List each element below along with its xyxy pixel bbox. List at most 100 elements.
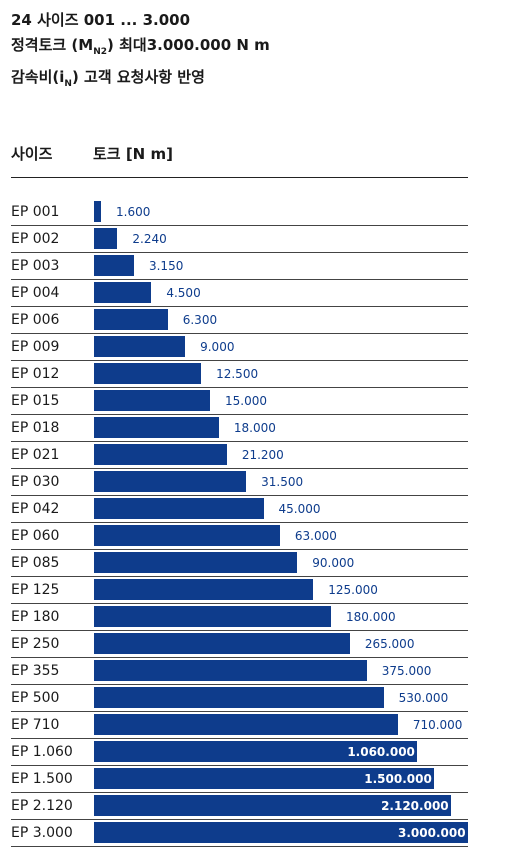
torque-bar xyxy=(94,795,452,816)
chart-header: 24 사이즈 001 ... 3.000 정격토크 (MN2) 최대3.000.… xyxy=(11,8,270,97)
bar-row: EP 003 3.150 xyxy=(11,253,468,280)
torque-value-label: 45.000 xyxy=(278,502,321,516)
bar-row: EP 180 180.000 xyxy=(11,604,468,631)
torque-bar xyxy=(94,660,367,681)
size-label: EP 015 xyxy=(11,393,60,409)
torque-bar xyxy=(94,201,101,222)
torque-bar xyxy=(94,309,168,330)
size-label: EP 250 xyxy=(11,636,60,652)
bar-row: EP 042 45.000 xyxy=(11,496,468,523)
size-label: EP 030 xyxy=(11,474,60,490)
size-label: EP 180 xyxy=(11,609,60,625)
size-label: EP 085 xyxy=(11,555,60,571)
size-label: EP 2.120 xyxy=(11,798,73,814)
torque-value-label: 2.240 xyxy=(132,232,167,246)
size-label: EP 1.500 xyxy=(11,771,73,787)
bar-row: EP 012 12.500 xyxy=(11,361,468,388)
torque-value-label: 90.000 xyxy=(312,556,355,570)
bar-row: EP 1.500 1.500.000 xyxy=(11,766,468,793)
size-label: EP 012 xyxy=(11,366,60,382)
bar-row: EP 250 265.000 xyxy=(11,631,468,658)
torque-value-label: 180.000 xyxy=(345,610,396,624)
bar-row: EP 015 15.000 xyxy=(11,388,468,415)
torque-bar xyxy=(94,633,350,654)
bar-row: EP 004 4.500 xyxy=(11,280,468,307)
torque-bar xyxy=(94,768,435,789)
torque-bar xyxy=(94,714,398,735)
torque-bar xyxy=(94,363,202,384)
torque-value-label: 375.000 xyxy=(381,664,432,678)
torque-bar xyxy=(94,417,219,438)
torque-bar xyxy=(94,552,298,573)
size-label: EP 3.000 xyxy=(11,825,73,841)
header-line-3: 감속비(iN) 고객 요청사항 반영 xyxy=(11,65,270,97)
size-label: EP 001 xyxy=(11,204,60,220)
torque-bar xyxy=(94,255,134,276)
bar-row: EP 060 63.000 xyxy=(11,523,468,550)
bar-row: EP 009 9.000 xyxy=(11,334,468,361)
bar-row: EP 1.060 1.060.000 xyxy=(11,739,468,766)
torque-value-label: 125.000 xyxy=(328,583,378,597)
torque-value-label: 4.500 xyxy=(166,286,201,300)
size-label: EP 710 xyxy=(11,717,60,733)
torque-bar xyxy=(94,336,186,357)
torque-bar xyxy=(94,471,247,492)
torque-value-label: 63.000 xyxy=(294,529,337,543)
torque-value-label: 530.000 xyxy=(398,691,449,705)
size-label: EP 006 xyxy=(11,312,60,328)
bar-row: EP 018 18.000 xyxy=(11,415,468,442)
size-label: EP 021 xyxy=(11,447,60,463)
size-label: EP 060 xyxy=(11,528,60,544)
torque-bar xyxy=(94,687,384,708)
torque-value-label: 6.300 xyxy=(182,313,218,327)
bar-row: EP 125 125.000 xyxy=(11,577,468,604)
torque-bar xyxy=(94,822,468,843)
torque-bar xyxy=(94,525,280,546)
bar-row: EP 030 31.500 xyxy=(11,469,468,496)
header-line-2-text: 정격토크 (M xyxy=(11,36,94,54)
size-label: EP 1.060 xyxy=(11,744,73,760)
torque-bar xyxy=(94,741,418,762)
torque-bar xyxy=(94,579,314,600)
torque-value-label: 3.150 xyxy=(148,259,184,273)
torque-value-label: 1.600 xyxy=(116,205,151,219)
bar-row: EP 500 530.000 xyxy=(11,685,468,712)
bar-row: EP 355 375.000 xyxy=(11,658,468,685)
torque-value-label: 3.000.000 xyxy=(398,826,466,840)
header-line-1: 24 사이즈 001 ... 3.000 xyxy=(11,11,191,29)
size-label: EP 002 xyxy=(11,231,60,247)
size-label: EP 125 xyxy=(11,582,60,598)
torque-bar xyxy=(94,228,118,249)
torque-value-label: 2.120.000 xyxy=(381,799,449,813)
torque-bar xyxy=(94,498,264,519)
torque-value-label: 1.060.000 xyxy=(347,745,415,759)
size-label: EP 004 xyxy=(11,285,60,301)
bar-row: EP 710 710.000 xyxy=(11,712,468,739)
torque-value-label: 710.000 xyxy=(412,718,463,732)
size-column-header: 사이즈 xyxy=(11,145,53,163)
torque-value-label: 9.000 xyxy=(200,340,235,354)
size-label: EP 003 xyxy=(11,258,60,274)
size-label: EP 009 xyxy=(11,339,60,355)
header-line-2-tail: ) 최대3.000.000 N m xyxy=(107,36,270,54)
size-label: EP 355 xyxy=(11,663,60,679)
header-line-3-text: 감속비(i xyxy=(11,68,65,86)
header-line-3-tail: ) 고객 요청사항 반영 xyxy=(71,68,205,86)
torque-bar xyxy=(94,606,331,627)
bar-row: EP 002 2.240 xyxy=(11,226,468,253)
bar-row: EP 085 90.000 xyxy=(11,550,468,577)
torque-value-label: 31.500 xyxy=(261,475,304,489)
header-line-2: 정격토크 (MN2) 최대3.000.000 N m xyxy=(11,33,270,65)
header-line-3-subscript: N xyxy=(64,79,72,89)
bar-row: EP 001 1.600 xyxy=(11,199,468,226)
torque-value-label: 18.000 xyxy=(233,421,276,435)
torque-column-header: 토크 [N m] xyxy=(93,145,173,163)
torque-value-label: 1.500.000 xyxy=(364,772,432,786)
torque-bar xyxy=(94,282,152,303)
torque-value-label: 15.000 xyxy=(224,394,267,408)
size-label: EP 042 xyxy=(11,501,60,517)
bar-row: EP 021 21.200 xyxy=(11,442,468,469)
torque-bar xyxy=(94,444,227,465)
torque-bar xyxy=(94,390,210,411)
